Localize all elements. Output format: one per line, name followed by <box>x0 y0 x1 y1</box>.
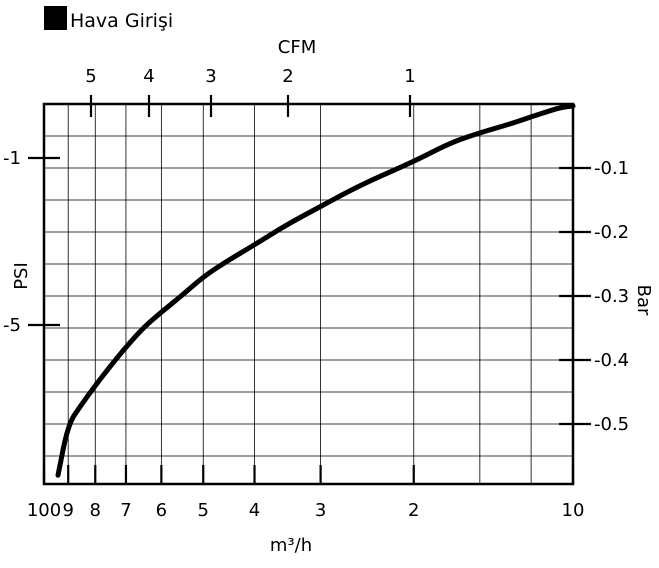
bottom-tick-label: 4 <box>249 500 260 521</box>
top-tick-label: 4 <box>143 66 154 87</box>
grid <box>44 104 573 484</box>
series-line <box>55 103 576 478</box>
right-tick-label: -0.1 <box>594 158 629 179</box>
legend-swatch <box>44 6 67 30</box>
plot-frame <box>42 102 575 486</box>
right-tick-label: -0.2 <box>594 222 629 243</box>
legend-label: Hava Girişi <box>70 10 173 32</box>
series-layer <box>55 103 576 478</box>
top-tick-label: 5 <box>85 66 96 87</box>
top-tick-label: 3 <box>205 66 216 87</box>
right-tick-label: -0.5 <box>594 414 629 435</box>
top-tick-label: 1 <box>404 66 415 87</box>
bottom-tick-label: 3 <box>315 500 326 521</box>
bottom-tick-label: 5 <box>198 500 209 521</box>
right-tick-label: -0.4 <box>594 350 629 371</box>
bottom-tick-label: 100 <box>27 500 61 521</box>
left-tick-label: -1 <box>3 148 21 169</box>
bottom-tick-label: 10 <box>562 500 585 521</box>
bottom-axis-label: m³/h <box>270 535 312 556</box>
bottom-tick-label: 9 <box>62 500 73 521</box>
axis-ticks: 100 9 8 7 6 5 4 3 2 10 5 4 3 2 1 -1 -5 -0.1 -0.2 -0.3 -0.4 -0… <box>3 66 629 521</box>
right-tick-label: -0.3 <box>594 286 629 307</box>
left-tick-label: -5 <box>3 315 21 336</box>
right-axis-label: Bar <box>633 285 654 316</box>
bottom-tick-label: 2 <box>408 500 419 521</box>
left-axis-label: PSI <box>11 262 32 290</box>
bottom-tick-label: 7 <box>120 500 131 521</box>
bottom-tick-label: 8 <box>90 500 101 521</box>
top-tick-label: 2 <box>282 66 293 87</box>
top-axis-label: CFM <box>278 37 316 58</box>
bottom-tick-label: 6 <box>156 500 167 521</box>
